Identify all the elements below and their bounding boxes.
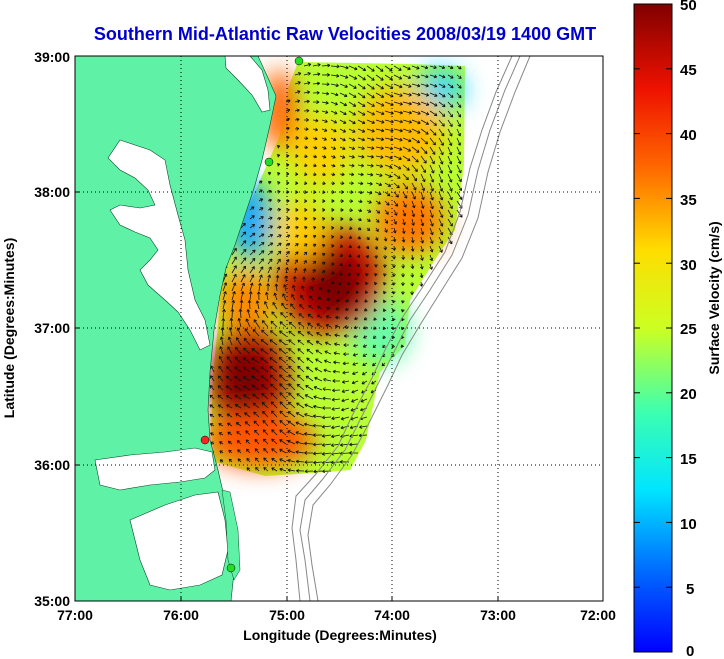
colorbar-gradient: [633, 3, 673, 653]
grid: [75, 56, 603, 601]
velocity-patch: [355, 85, 445, 175]
x-tick-label: 77:00: [57, 607, 93, 623]
velocity-patch: [305, 250, 365, 320]
x-axis: 77:00 76:00 75:00 74:00 73:00 72:00 Long…: [57, 596, 616, 643]
plot-background-island: [90, 578, 130, 601]
chesapeake-bay: [107, 139, 211, 351]
contour-line: [291, 56, 513, 601]
station-marker: [264, 157, 274, 167]
colorbar-tick-label: 15: [680, 451, 697, 468]
x-tick-label: 73:00: [480, 607, 516, 623]
colorbar-tick-label: 0: [686, 643, 694, 659]
velocity-arrow-field: [209, 62, 463, 474]
station-marker: [226, 563, 236, 573]
x-tick-label: 72:00: [580, 607, 616, 623]
colorbar: 50 45 40 35 30 25 20 15 10 5 0 Surface V…: [633, 0, 722, 659]
station-marker: [294, 56, 304, 66]
velocity-patch: [275, 200, 325, 260]
contour-line: [299, 56, 521, 601]
land-barrier-island: [221, 489, 241, 581]
plot-area: [75, 56, 603, 601]
y-axis-label: Latitude (Degrees:Minutes): [1, 238, 17, 418]
colorbar-label: Surface Velocity (cm/s): [706, 221, 722, 374]
velocity-patch: [375, 185, 445, 255]
albemarle-sound: [94, 447, 216, 491]
colorbar-tick-label: 45: [680, 62, 697, 79]
y-tick-label: 36:00: [34, 457, 70, 473]
colorbar-tick-label: 50: [680, 0, 697, 14]
station-marker: [200, 435, 210, 445]
colorbar-tick-label: 35: [680, 192, 697, 209]
colorbar-tick-label: 25: [680, 321, 697, 338]
velocity-patch: [205, 412, 315, 468]
y-tick-label: 35:00: [34, 593, 70, 609]
colorbar-tick-label: 5: [686, 581, 694, 598]
delaware-bay: [224, 56, 271, 113]
x-tick-label: 76:00: [163, 607, 199, 623]
y-tick-label: 37:00: [34, 320, 70, 336]
x-axis-label: Longitude (Degrees:Minutes): [243, 627, 437, 643]
colorbar-tick-label: 30: [680, 257, 697, 274]
velocity-arrows: [209, 62, 463, 474]
velocity-patch: [290, 115, 350, 185]
contour-line: [307, 56, 531, 601]
y-tick-label: 38:00: [34, 184, 70, 200]
colorbar-tick-label: 10: [680, 516, 697, 533]
colorbar-tick-label: 40: [680, 127, 697, 144]
pamlico-sound: [129, 491, 229, 591]
y-tick-label: 39:00: [34, 49, 70, 65]
colorbar-tick-label: 20: [680, 386, 697, 403]
x-tick-label: 75:00: [269, 607, 305, 623]
bathymetry-contours: [291, 56, 531, 601]
y-axis: 39:00 38:00 37:00 36:00 35:00 Latitude (…: [1, 49, 80, 609]
map-title: Southern Mid-Atlantic Raw Velocities 200…: [94, 24, 596, 44]
x-tick-label: 74:00: [374, 607, 410, 623]
